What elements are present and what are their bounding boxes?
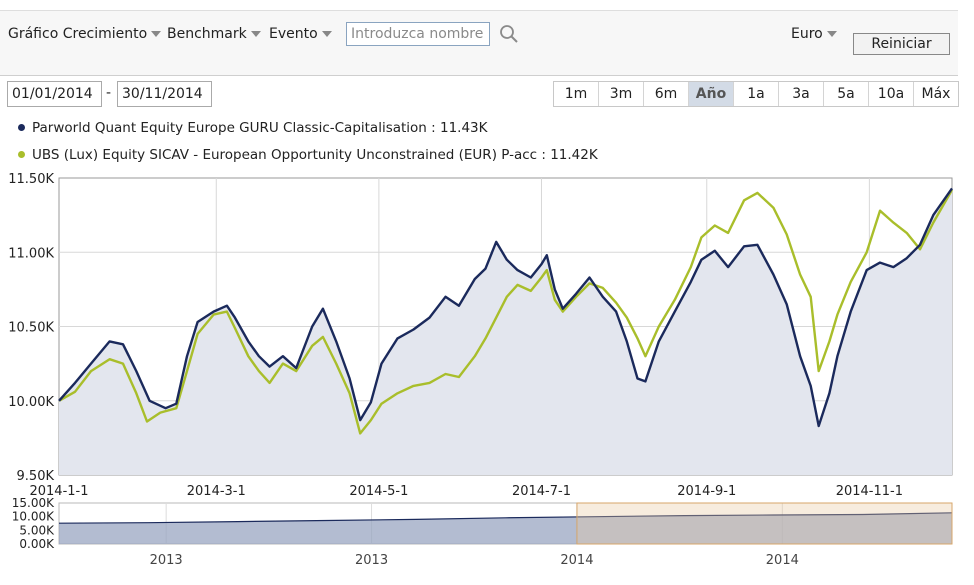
- navigator-x-tick-label: 2014: [766, 553, 799, 568]
- y-tick-label: 10.50K: [8, 321, 54, 336]
- event-menu[interactable]: Evento: [269, 26, 332, 42]
- navigator-x-tick-label: 2013: [355, 553, 388, 568]
- y-tick-label: 10.00K: [8, 395, 54, 410]
- x-tick-label: 2014-5-1: [349, 484, 408, 499]
- chevron-down-icon: [250, 31, 261, 37]
- x-tick-label: 2014-7-1: [512, 484, 571, 499]
- range-button-5y[interactable]: 5a: [824, 82, 869, 106]
- range-button-3y[interactable]: 3a: [779, 82, 824, 106]
- currency-label: Euro: [791, 26, 823, 42]
- range-button-10y[interactable]: 10a: [869, 82, 914, 106]
- navigator-y-tick-label: 0.00K: [19, 537, 55, 551]
- legend-item-ubs[interactable]: UBS (Lux) Equity SICAV - European Opport…: [18, 147, 598, 163]
- x-tick-label: 2014-1-1: [29, 484, 88, 499]
- x-tick-label: 2014-11-1: [836, 484, 903, 499]
- benchmark-menu-label: Benchmark: [167, 26, 247, 42]
- x-tick-label: 2014-3-1: [187, 484, 246, 499]
- date-range-separator: -: [106, 85, 112, 101]
- navigator-series-area: [59, 512, 952, 544]
- navigator-selection[interactable]: [576, 502, 953, 545]
- growth-chart-menu-label: Gráfico Crecimiento: [8, 26, 148, 42]
- start-date-input[interactable]: 01/01/2014: [7, 81, 102, 107]
- search-icon[interactable]: [499, 24, 519, 44]
- currency-select[interactable]: Euro: [791, 26, 837, 42]
- range-button-6m[interactable]: 6m: [644, 82, 689, 106]
- series-line-parworld: [58, 187, 953, 428]
- range-button-group: 1m 3m 6m Año 1a 3a 5a 10a Máx: [553, 81, 959, 107]
- legend-label-ubs: UBS (Lux) Equity SICAV - European Opport…: [32, 147, 598, 163]
- navigator-y-tick-label: 15.00K: [12, 496, 55, 510]
- chevron-down-icon: [826, 31, 837, 37]
- navigator-y-tick-label: 10.00K: [12, 510, 55, 524]
- range-button-max[interactable]: Máx: [914, 82, 958, 106]
- legend-item-parworld[interactable]: Parworld Quant Equity Europe GURU Classi…: [18, 120, 488, 136]
- toolbar-divider: [0, 75, 958, 76]
- range-button-3m[interactable]: 3m: [599, 82, 644, 106]
- y-tick-label: 11.00K: [8, 246, 54, 261]
- reset-button[interactable]: Reiniciar: [853, 33, 950, 55]
- event-menu-label: Evento: [269, 26, 318, 42]
- chevron-down-icon: [151, 31, 162, 37]
- benchmark-menu[interactable]: Benchmark: [167, 26, 261, 42]
- navigator-series-line: [58, 512, 953, 524]
- navigator-x-tick-label: 2014: [560, 553, 593, 568]
- series-area-parworld: [59, 188, 952, 475]
- y-tick-label: 11.50K: [8, 172, 54, 187]
- range-button-ytd[interactable]: Año: [689, 82, 734, 106]
- series-line-ubs: [58, 189, 954, 435]
- growth-chart-menu[interactable]: Gráfico Crecimiento: [8, 26, 162, 42]
- end-date-input[interactable]: 30/11/2014: [117, 81, 212, 107]
- top-divider: [0, 10, 958, 11]
- series-marker-ubs: [18, 150, 25, 158]
- search-input[interactable]: [346, 22, 490, 46]
- range-button-1m[interactable]: 1m: [554, 82, 599, 106]
- x-tick-label: 2014-9-1: [677, 484, 736, 499]
- y-tick-label: 9.50K: [17, 469, 55, 484]
- series-marker-parworld: [18, 123, 25, 131]
- navigator-y-tick-label: 5.00K: [19, 523, 55, 537]
- legend-label-parworld: Parworld Quant Equity Europe GURU Classi…: [32, 120, 488, 136]
- range-button-1y[interactable]: 1a: [734, 82, 779, 106]
- chevron-down-icon: [321, 31, 332, 37]
- chart-toolbar: Gráfico Crecimiento Benchmark Evento Eur…: [0, 11, 958, 75]
- navigator-x-tick-label: 2013: [150, 553, 183, 568]
